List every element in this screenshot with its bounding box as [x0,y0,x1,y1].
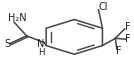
Text: F: F [125,22,131,32]
Text: F: F [125,34,131,44]
Text: H: H [38,48,44,57]
Text: N: N [38,39,45,49]
Text: S: S [4,39,11,49]
Text: F: F [116,46,122,56]
Text: Cl: Cl [98,2,108,12]
Text: H₂N: H₂N [8,14,27,24]
